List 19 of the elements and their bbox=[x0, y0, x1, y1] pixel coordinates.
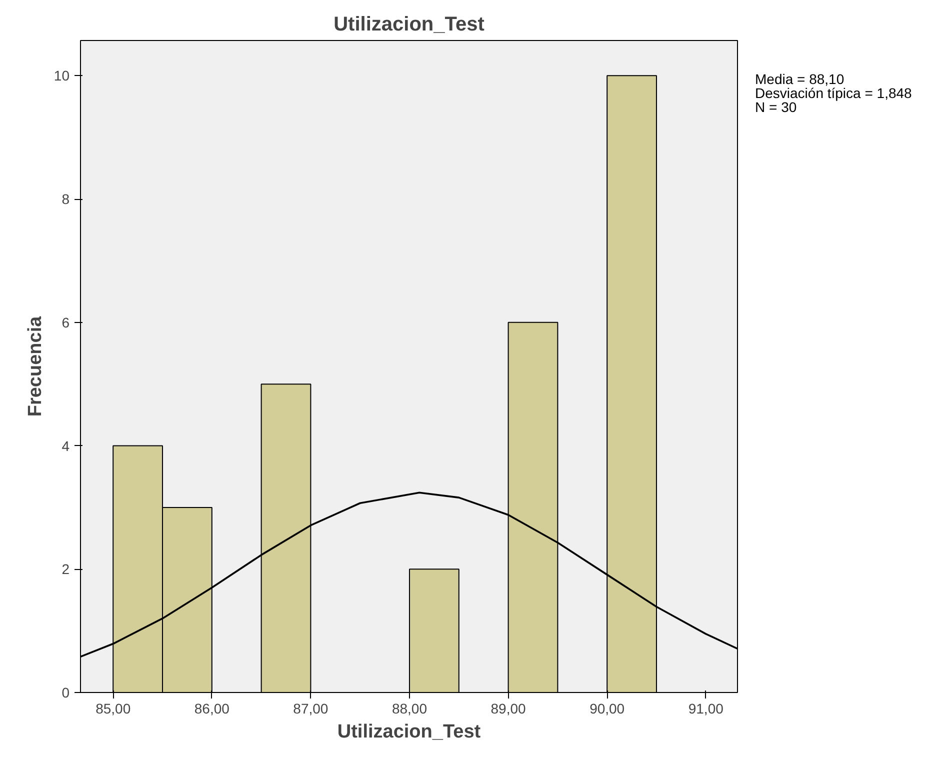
x-axis-title: Utilizacion_Test bbox=[337, 722, 482, 742]
y-tick-label: 10 bbox=[54, 68, 70, 84]
x-tick-label: 88,00 bbox=[392, 700, 428, 716]
y-tick-label: 2 bbox=[62, 561, 70, 578]
y-tick-label: 6 bbox=[62, 314, 70, 330]
y-tick-label: 8 bbox=[62, 191, 70, 208]
x-tick-label: 89,00 bbox=[490, 700, 526, 716]
x-tick-label: 91,00 bbox=[688, 700, 724, 716]
x-tick-label: 85,00 bbox=[96, 700, 131, 716]
text: Desviación típica = 1,848 bbox=[755, 85, 912, 101]
y-axis-title: Frecuencia bbox=[24, 316, 46, 417]
chart-title: Utilizacion_Test bbox=[334, 14, 485, 36]
x-tick-label: 87,00 bbox=[293, 700, 328, 716]
y-tick-label: 0 bbox=[62, 684, 70, 700]
text: Media = 88,10 bbox=[755, 71, 844, 87]
x-tick-label: 90,00 bbox=[590, 700, 625, 716]
x-tick-label: 86,00 bbox=[194, 700, 230, 716]
text: N = 30 bbox=[755, 99, 797, 115]
y-tick-label: 4 bbox=[62, 438, 70, 454]
